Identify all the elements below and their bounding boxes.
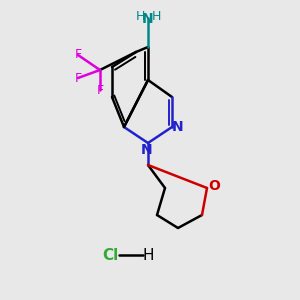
Text: F: F bbox=[74, 49, 82, 62]
Text: N: N bbox=[141, 143, 153, 157]
Text: H: H bbox=[135, 11, 145, 23]
Text: H: H bbox=[151, 11, 161, 23]
Text: Cl: Cl bbox=[102, 248, 118, 262]
Text: F: F bbox=[96, 83, 103, 97]
Text: N: N bbox=[142, 12, 154, 26]
Text: F: F bbox=[74, 71, 82, 85]
Text: O: O bbox=[208, 179, 220, 193]
Text: N: N bbox=[172, 120, 184, 134]
Text: H: H bbox=[142, 248, 154, 262]
